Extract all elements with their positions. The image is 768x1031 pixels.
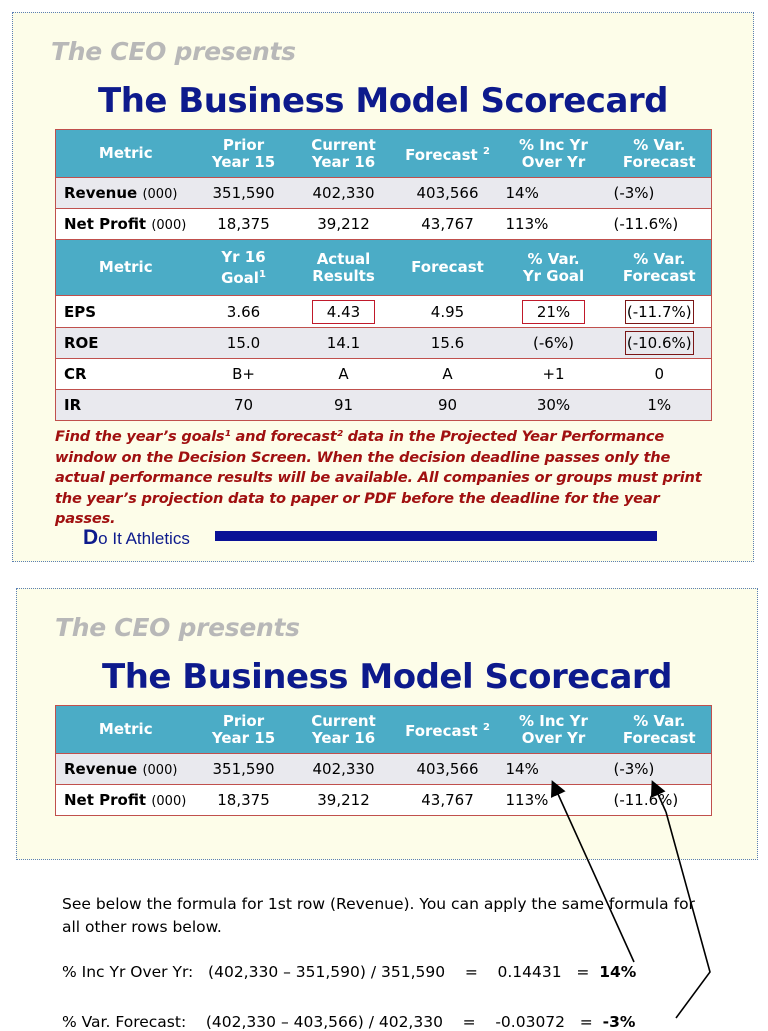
header-var-forecast: % Var. Forecast (607, 239, 712, 296)
slide-1: The CEO presents The Business Model Scor… (12, 12, 754, 562)
value-cell: (-10.6%) (607, 327, 712, 359)
slide-2: The CEO presents The Business Model Scor… (16, 588, 758, 860)
header-prior-year: Prior Year 15 (195, 705, 292, 754)
value-cell: 15.6 (395, 327, 500, 359)
highlight-box: 4.43 (311, 299, 376, 324)
value-cell: (-11.6%) (607, 208, 712, 240)
metric-cell: IR (55, 389, 196, 421)
header-forecast: Forecast (395, 239, 500, 296)
value-cell: A (291, 358, 396, 390)
value-cell: 4.43 (291, 295, 396, 328)
header-inc-yr: % Inc Yr Over Yr (499, 705, 608, 754)
ceo-presents-label: The CEO presents (51, 37, 296, 66)
header-inc-yr: % Inc Yr Over Yr (499, 129, 608, 178)
value-cell: 14% (499, 753, 608, 785)
company-logo: Do It Athletics (83, 526, 190, 549)
header-var-goal: % Var. Yr Goal (499, 239, 608, 296)
header-goal: Yr 16 Goal1 (195, 239, 292, 296)
value-cell: 4.95 (395, 295, 500, 328)
formula-inc-yr: % Inc Yr Over Yr: (402,330 – 351,590) / … (62, 963, 637, 981)
value-cell: (-3%) (607, 753, 712, 785)
formula-var-forecast: % Var. Forecast: (402,330 – 403,566) / 4… (62, 1013, 636, 1031)
table-row: IR 70 91 90 30% 1% (55, 389, 712, 421)
table-row: EPS 3.66 4.43 4.95 21% (-11.7%) (55, 295, 712, 328)
metric-cell: Revenue (000) (55, 177, 196, 209)
ceo-presents-label: The CEO presents (55, 613, 300, 642)
header-forecast: Forecast 2 (395, 129, 500, 178)
value-cell: 90 (395, 389, 500, 421)
value-cell: 39,212 (291, 784, 396, 816)
header-current-year: Current Year 16 (291, 129, 396, 178)
highlight-box: (-10.6%) (624, 331, 694, 355)
header-actual-results: Actual Results (291, 239, 396, 296)
value-cell: 39,212 (291, 208, 396, 240)
value-cell: 91 (291, 389, 396, 421)
metric-cell: Revenue (000) (55, 753, 196, 785)
value-cell: 3.66 (195, 295, 292, 328)
value-cell: 403,566 (395, 177, 500, 209)
scorecard-table: Metric Prior Year 15 Current Year 16 Forec… (55, 705, 712, 816)
value-cell: 21% (499, 295, 608, 328)
value-cell: (-3%) (607, 177, 712, 209)
instruction-note: Find the year’s goals¹ and forecast² dat… (55, 428, 702, 528)
table-header-row: Metric Prior Year 15 Current Year 16 Forec… (55, 705, 712, 754)
page-title: The Business Model Scorecard (98, 81, 669, 121)
value-cell: +1 (499, 358, 608, 390)
value-cell: (-11.7%) (607, 295, 712, 328)
logo-bar (215, 531, 657, 541)
metric-cell: Net Profit (000) (55, 784, 196, 816)
value-cell: (-11.6%) (607, 784, 712, 816)
metric-cell: ROE (55, 327, 196, 359)
table-header-row: Metric Yr 16 Goal1 Actual Results Forecast… (55, 239, 712, 296)
header-metric: Metric (55, 239, 196, 296)
table-row: Net Profit (000) 18,375 39,212 43,767 11… (55, 208, 712, 240)
metric-cell: EPS (55, 295, 196, 328)
table-row: Revenue (000) 351,590 402,330 403,566 14… (55, 177, 712, 209)
value-cell: 0 (607, 358, 712, 390)
header-metric: Metric (55, 129, 196, 178)
header-prior-year: Prior Year 15 (195, 129, 292, 178)
header-var-forecast: % Var. Forecast (607, 705, 712, 754)
table-row: Net Profit (000) 18,375 39,212 43,767 11… (55, 784, 712, 816)
value-cell: 113% (499, 208, 608, 240)
value-cell: 70 (195, 389, 292, 421)
metric-cell: CR (55, 358, 196, 390)
table-row: CR B+ A A +1 0 (55, 358, 712, 390)
value-cell: 14.1 (291, 327, 396, 359)
formula-explanation: See below the formula for 1st row (Reven… (62, 895, 695, 936)
header-var-forecast: % Var. Forecast (607, 129, 712, 178)
scorecard-table: Metric Prior Year 15 Current Year 16 Forec… (55, 129, 712, 421)
header-current-year: Current Year 16 (291, 705, 396, 754)
value-cell: 30% (499, 389, 608, 421)
value-cell: 1% (607, 389, 712, 421)
table-header-row: Metric Prior Year 15 Current Year 16 Forec… (55, 129, 712, 178)
value-cell: (-6%) (499, 327, 608, 359)
value-cell: 43,767 (395, 784, 500, 816)
metric-cell: Net Profit (000) (55, 208, 196, 240)
value-cell: 18,375 (195, 208, 292, 240)
table-row: Revenue (000) 351,590 402,330 403,566 14… (55, 753, 712, 785)
value-cell: A (395, 358, 500, 390)
value-cell: 351,590 (195, 177, 292, 209)
value-cell: 351,590 (195, 753, 292, 785)
table-row: ROE 15.0 14.1 15.6 (-6%) (-10.6%) (55, 327, 712, 359)
value-cell: 18,375 (195, 784, 292, 816)
value-cell: 15.0 (195, 327, 292, 359)
value-cell: 14% (499, 177, 608, 209)
header-metric: Metric (55, 705, 196, 754)
value-cell: 402,330 (291, 177, 396, 209)
highlight-box: 21% (521, 299, 586, 324)
value-cell: 113% (499, 784, 608, 816)
value-cell: 43,767 (395, 208, 500, 240)
value-cell: 403,566 (395, 753, 500, 785)
value-cell: B+ (195, 358, 292, 390)
header-forecast: Forecast 2 (395, 705, 500, 754)
value-cell: 402,330 (291, 753, 396, 785)
page-title: The Business Model Scorecard (102, 657, 673, 697)
highlight-box: (-11.7%) (624, 299, 694, 324)
